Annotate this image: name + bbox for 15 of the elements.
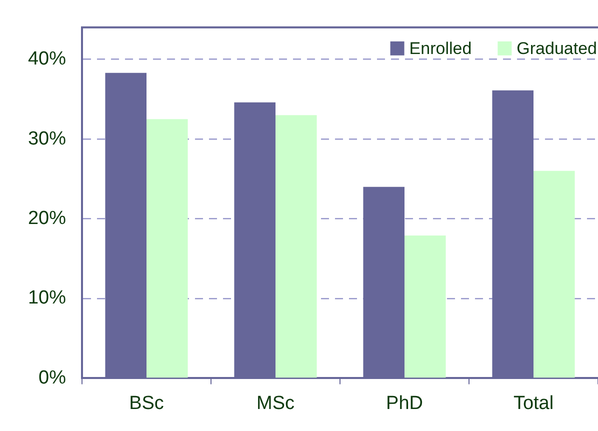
bar — [404, 235, 446, 378]
x-tick-label: PhD — [386, 392, 423, 414]
y-tick-label: 10% — [28, 288, 66, 309]
x-tick-label: Total — [513, 392, 554, 414]
bar — [276, 115, 317, 378]
y-tick-label: 0% — [38, 367, 66, 388]
x-tick-label: MSc — [256, 392, 294, 414]
legend-label: Graduated — [516, 39, 598, 58]
y-tick-label: 20% — [28, 208, 66, 229]
x-tick-label: BSc — [129, 392, 164, 414]
bar — [534, 170, 575, 378]
bar — [146, 119, 188, 378]
legend-label: Enrolled — [409, 39, 472, 58]
y-tick-label: 40% — [28, 48, 66, 70]
y-tick-label: 30% — [28, 128, 66, 150]
